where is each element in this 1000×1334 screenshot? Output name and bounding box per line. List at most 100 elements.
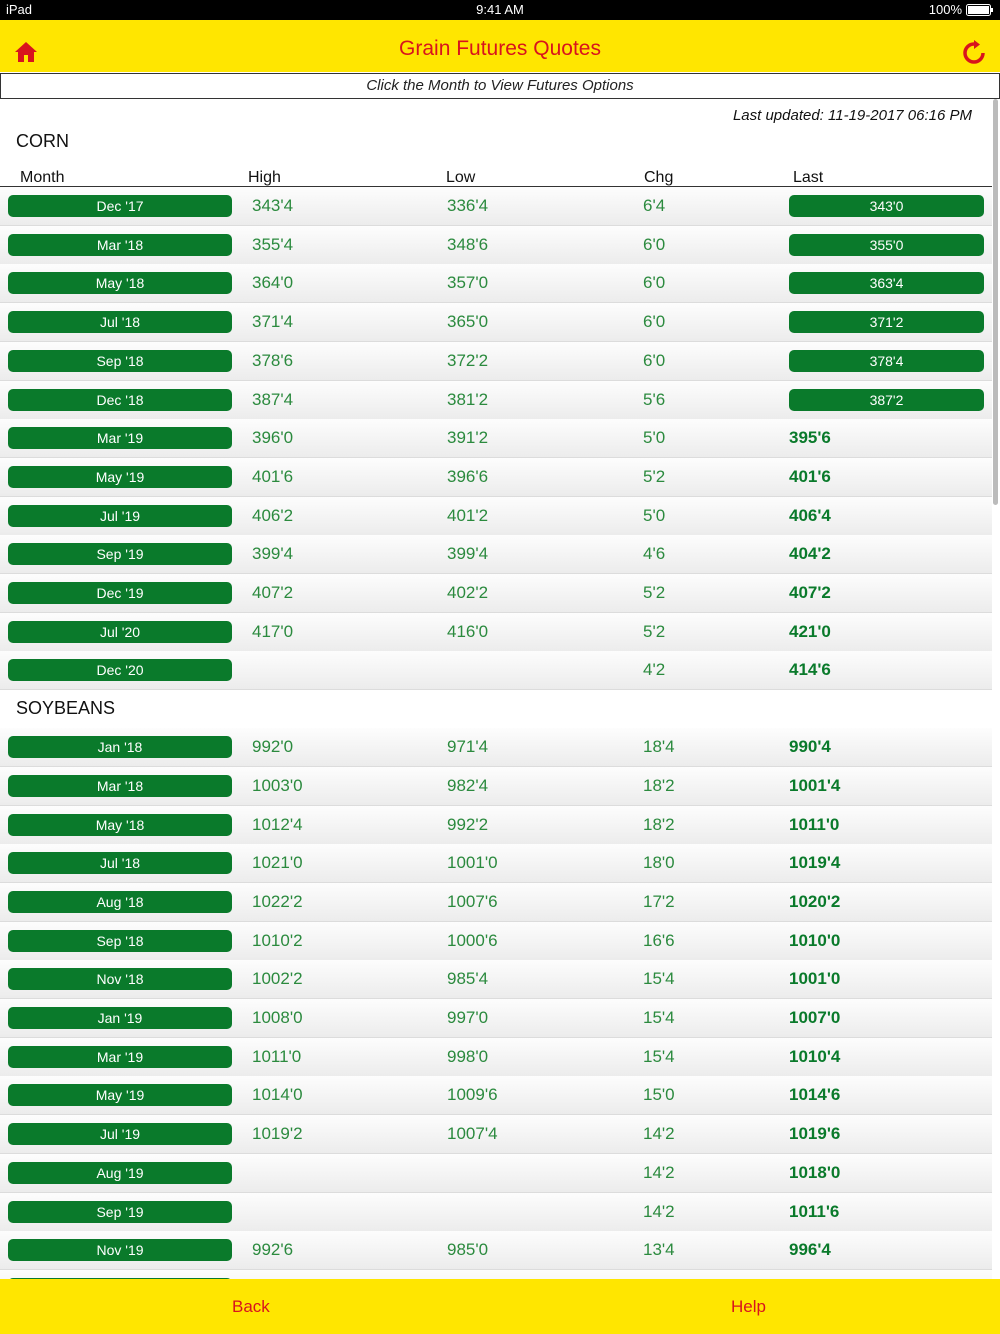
refresh-button[interactable] <box>961 40 987 66</box>
change: 18'2 <box>643 814 675 834</box>
change: 5'2 <box>643 621 666 641</box>
change: 14'2 <box>643 1162 675 1182</box>
change: 14'2 <box>643 1201 675 1221</box>
high: 1008'0 <box>252 1008 303 1027</box>
quote-row: Dec '19 407'2 402'2 5'2 407'2 <box>0 574 992 613</box>
month-button[interactable]: Mar '18 <box>8 233 232 256</box>
quote-row: Jul '20 417'0 416'0 5'2 421'0 <box>0 612 992 652</box>
last: 1014'6 <box>789 1085 841 1105</box>
change: 6'0 <box>643 273 666 293</box>
month-button[interactable]: Nov '19 <box>8 1239 232 1262</box>
quote-row: May '18 364'0 357'0 6'0 363'4 <box>0 264 992 304</box>
last: 421'0 <box>789 621 831 641</box>
month-button[interactable]: Jul '19 <box>8 1123 232 1146</box>
quote-row: Aug '18 1022'2 1007'6 17'2 1020'2 <box>0 882 992 922</box>
high: 417'0 <box>252 621 294 641</box>
month-button[interactable]: Aug '18 <box>8 890 232 913</box>
last-button[interactable]: 378'4 <box>789 349 984 372</box>
last: 1018'0 <box>789 1162 841 1182</box>
last-button[interactable]: 343'0 <box>789 195 984 217</box>
last-button[interactable]: 355'0 <box>789 233 984 256</box>
month-button[interactable]: Mar '19 <box>8 1045 232 1068</box>
high: 401'6 <box>252 466 294 486</box>
month-button[interactable]: Aug '19 <box>8 1161 232 1184</box>
home-button[interactable] <box>14 41 38 63</box>
month-button[interactable]: May '18 <box>8 272 232 295</box>
high: 1003'0 <box>252 775 303 795</box>
month-button[interactable]: Jul '20 <box>8 620 232 643</box>
quote-row: Jul '18 371'4 365'0 6'0 371'2 <box>0 303 992 343</box>
quote-row: Dec '18 387'4 381'2 5'6 387'2 <box>0 380 992 420</box>
column-header: Month <box>20 169 65 186</box>
low: 381'2 <box>447 389 489 409</box>
month-button[interactable]: Nov '18 <box>8 968 232 991</box>
low: 998'0 <box>447 1046 489 1066</box>
month-button[interactable]: May '18 <box>8 813 232 836</box>
change: 18'0 <box>643 853 675 873</box>
last: 1010'4 <box>789 1046 841 1066</box>
last-button[interactable]: 371'2 <box>789 311 984 334</box>
low: 1007'6 <box>447 891 498 911</box>
change: 6'0 <box>643 350 666 370</box>
device: iPad <box>6 2 33 17</box>
header: Grain Futures Quotes <box>0 20 1000 72</box>
high: 396'0 <box>252 428 294 448</box>
quote-row: Mar '18 1003'0 982'4 18'2 1001'4 <box>0 766 992 806</box>
change: 18'4 <box>643 737 675 757</box>
column-header: Last <box>793 169 824 186</box>
last: 406'4 <box>789 505 831 525</box>
high: 1019'2 <box>252 1124 303 1144</box>
month-button[interactable]: Jan '18 <box>8 736 232 759</box>
quote-row: Sep '19 14'2 1011'6 <box>0 1192 992 1232</box>
back-button[interactable]: Back <box>232 1297 270 1316</box>
high: 992'6 <box>252 1240 294 1260</box>
high: 1022'2 <box>252 891 303 911</box>
last: 1019'6 <box>789 1124 841 1144</box>
month-button[interactable]: Jan '19 <box>8 1007 232 1029</box>
month-button[interactable]: Jul '18 <box>8 852 232 875</box>
quote-row: Mar '19 1011'0 998'0 15'4 1010'4 <box>0 1037 992 1077</box>
month-button[interactable]: May '19 <box>8 1084 232 1107</box>
quote-row: Nov '19 992'6 985'0 13'4 996'4 <box>0 1231 992 1271</box>
month-button[interactable]: Jul '18 <box>8 311 232 334</box>
month-button[interactable]: Dec '17 <box>8 195 232 217</box>
month-button[interactable]: Mar '19 <box>8 427 232 450</box>
high: 1021'0 <box>252 853 303 873</box>
month-button[interactable]: Mar '18 <box>8 774 232 797</box>
last-button[interactable]: 387'2 <box>789 388 984 411</box>
quote-row: Sep '18 1010'2 1000'6 16'6 1010'0 <box>0 921 992 961</box>
last: 414'6 <box>789 660 831 680</box>
low: 402'2 <box>447 583 489 602</box>
last: 1010'0 <box>789 930 841 950</box>
low: 1001'0 <box>447 853 498 873</box>
high: 371'4 <box>252 312 294 332</box>
last: 1001'0 <box>789 969 841 989</box>
last-button[interactable]: 363'4 <box>789 272 984 295</box>
month-button[interactable]: Sep '18 <box>8 349 232 372</box>
high: 399'4 <box>252 544 294 564</box>
low: 985'0 <box>447 1240 489 1260</box>
month-button[interactable]: Sep '19 <box>8 1200 232 1223</box>
high: 406'2 <box>252 505 294 525</box>
month-button[interactable]: Sep '19 <box>8 543 232 566</box>
month-button[interactable]: Dec '20 <box>8 659 232 682</box>
month-button[interactable]: Sep '18 <box>8 929 232 952</box>
month-button[interactable]: May '19 <box>8 465 232 488</box>
low: 365'0 <box>447 312 489 332</box>
last-updated: Last updated: 11-19-2017 06:16 PM <box>732 107 972 124</box>
section-title: SOYBEANS <box>16 698 116 719</box>
change: 15'4 <box>643 1008 675 1027</box>
page-title: Grain Futures Quotes <box>399 37 601 60</box>
month-button[interactable]: Dec '18 <box>8 388 232 411</box>
subheader[interactable]: Click the Month to View Futures Options <box>0 73 1000 99</box>
high: 1014'0 <box>252 1085 303 1105</box>
last: 990'4 <box>789 737 831 757</box>
change: 5'6 <box>643 389 666 409</box>
help-button[interactable]: Help <box>731 1297 766 1316</box>
low: 992'2 <box>447 814 489 834</box>
footer: Back Help <box>0 1279 1000 1334</box>
month-button[interactable] <box>8 1277 232 1279</box>
month-button[interactable]: Jul '19 <box>8 504 232 527</box>
header-rule <box>0 186 992 187</box>
month-button[interactable]: Dec '19 <box>8 582 232 604</box>
